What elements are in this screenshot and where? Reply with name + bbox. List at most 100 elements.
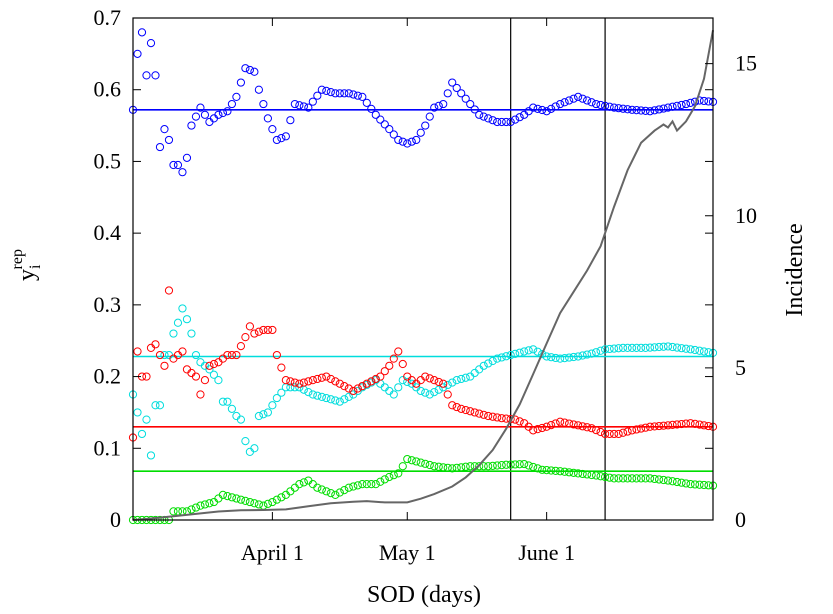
data-point [475,462,484,471]
data-point [250,444,259,453]
data-point [681,479,691,488]
data-point [367,377,376,386]
data-point [650,343,659,352]
data-point [475,409,484,418]
y-tick-label: 0.4 [94,220,122,245]
data-point [632,343,641,352]
data-point [290,99,299,109]
data-point [605,102,614,111]
data-point [627,105,637,114]
data-point [277,388,286,397]
data-point [160,350,169,360]
data-point [632,425,641,434]
data-point [277,134,286,143]
data-point [425,374,434,383]
data-point [173,318,183,327]
data-point [574,92,583,101]
data-point [551,419,560,428]
data-point [398,137,407,146]
data-point [623,105,632,114]
data-point [654,475,664,484]
y-tick-label: 0.7 [94,5,122,30]
data-point [407,456,416,465]
data-point [681,99,691,109]
data-point [142,372,151,381]
data-point [542,466,551,475]
data-point [313,374,322,384]
data-point [587,470,596,480]
data-point [389,354,398,363]
x-tick-label: May 1 [379,540,436,565]
data-point [385,125,394,134]
data-point [668,420,677,430]
data-point [699,480,709,490]
data-point [263,499,272,508]
data-point [699,421,709,430]
data-point [641,474,650,483]
data-point [538,350,547,359]
data-point [362,480,371,489]
data-point [556,99,565,109]
data-point [587,98,596,107]
data-point [430,388,439,397]
data-point [551,466,560,475]
data-point [155,142,165,152]
data-point [146,39,156,48]
data-point [394,383,403,392]
data-point [524,461,533,470]
data-point [618,428,628,437]
data-point [605,344,614,354]
data-point [407,137,416,146]
data-point [227,404,237,413]
data-point [191,503,201,512]
data-point [596,472,605,481]
data-point [461,462,470,471]
data-point [663,342,673,351]
data-point [533,425,542,434]
data-point [187,329,196,338]
plot-frame [132,17,714,521]
data-point [272,495,281,504]
data-point [443,89,452,98]
data-point [349,90,358,99]
data-point [457,463,466,472]
data-point [367,104,376,113]
data-point [690,419,700,429]
data-point [304,103,313,112]
data-point [416,386,425,396]
data-point [394,135,403,145]
data-point [205,361,214,370]
data-point [268,325,277,335]
data-point [389,471,398,480]
data-point [704,481,713,490]
data-point [259,325,268,335]
data-point [385,472,394,482]
data-point [182,315,192,324]
data-point [268,125,277,134]
data-point [178,347,187,356]
data-point [645,422,655,431]
data-point [430,462,439,471]
data-point [425,390,434,399]
y2-tick-label: 5 [735,355,746,380]
data-point [547,420,556,430]
data-point [344,392,353,401]
data-point [250,329,259,338]
data-point [344,89,353,98]
data-point [488,116,497,125]
svg-text:yirep: yirep [9,249,44,281]
data-point [538,105,547,115]
data-point [641,106,650,115]
data-point [695,346,704,355]
data-point [672,477,682,487]
data-point [605,473,614,482]
data-point [695,480,704,489]
data-point [412,457,421,466]
data-point [178,304,187,313]
data-point [551,353,560,363]
data-point [227,99,237,109]
data-point [565,96,574,105]
data-point [533,464,542,473]
data-point [560,467,569,476]
